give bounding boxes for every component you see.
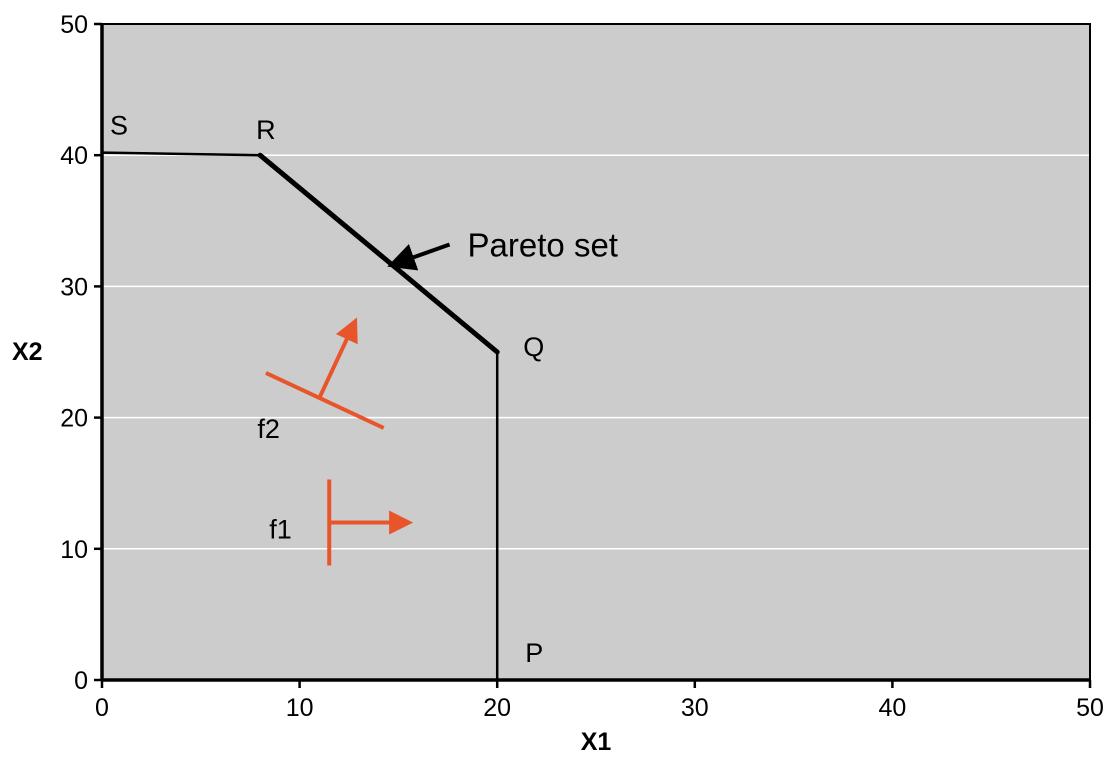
point-label-S: S (110, 111, 128, 141)
point-label-Q: Q (523, 332, 544, 362)
axes: 0 10 20 30 40 50 0 10 20 30 40 50 X1 X2 (12, 11, 1104, 756)
y-tick-label-20: 20 (60, 405, 88, 433)
y-tick-label-50: 50 (60, 11, 88, 39)
objective-indicators: f1 f2 (257, 317, 414, 566)
x-tick-label-20: 20 (483, 694, 511, 722)
labels: S R Q P (110, 111, 544, 668)
f2-direction-arrow (317, 317, 358, 399)
point-label-P: P (525, 638, 543, 668)
annotations: Pareto set (387, 227, 618, 271)
pareto-set-arrow (387, 242, 451, 271)
f2-contour-bar (265, 371, 385, 430)
point-label-R: R (256, 115, 276, 145)
f2-label: f2 (257, 414, 280, 444)
series (100, 151, 500, 682)
x-tick-label-40: 40 (878, 694, 906, 722)
x-tick-label-30: 30 (681, 694, 709, 722)
plot-area (102, 24, 1090, 680)
y-tick-label-0: 0 (74, 667, 88, 695)
x-tick-label-0: 0 (95, 694, 109, 722)
boundary-segment-R-Q (257, 152, 500, 355)
boundary-segment-S-R (100, 151, 262, 157)
f1-label: f1 (269, 515, 292, 545)
y-tick-label-10: 10 (60, 536, 88, 564)
gridlines (102, 154, 1090, 550)
pareto-set-label: Pareto set (468, 227, 618, 264)
x-axis-title: X1 (581, 728, 612, 756)
x-tick-label-50: 50 (1076, 694, 1104, 722)
x-tick-label-10: 10 (286, 694, 314, 722)
y-tick-label-40: 40 (60, 142, 88, 170)
y-tick-label-30: 30 (60, 273, 88, 301)
y-axis-title: X2 (12, 338, 43, 366)
